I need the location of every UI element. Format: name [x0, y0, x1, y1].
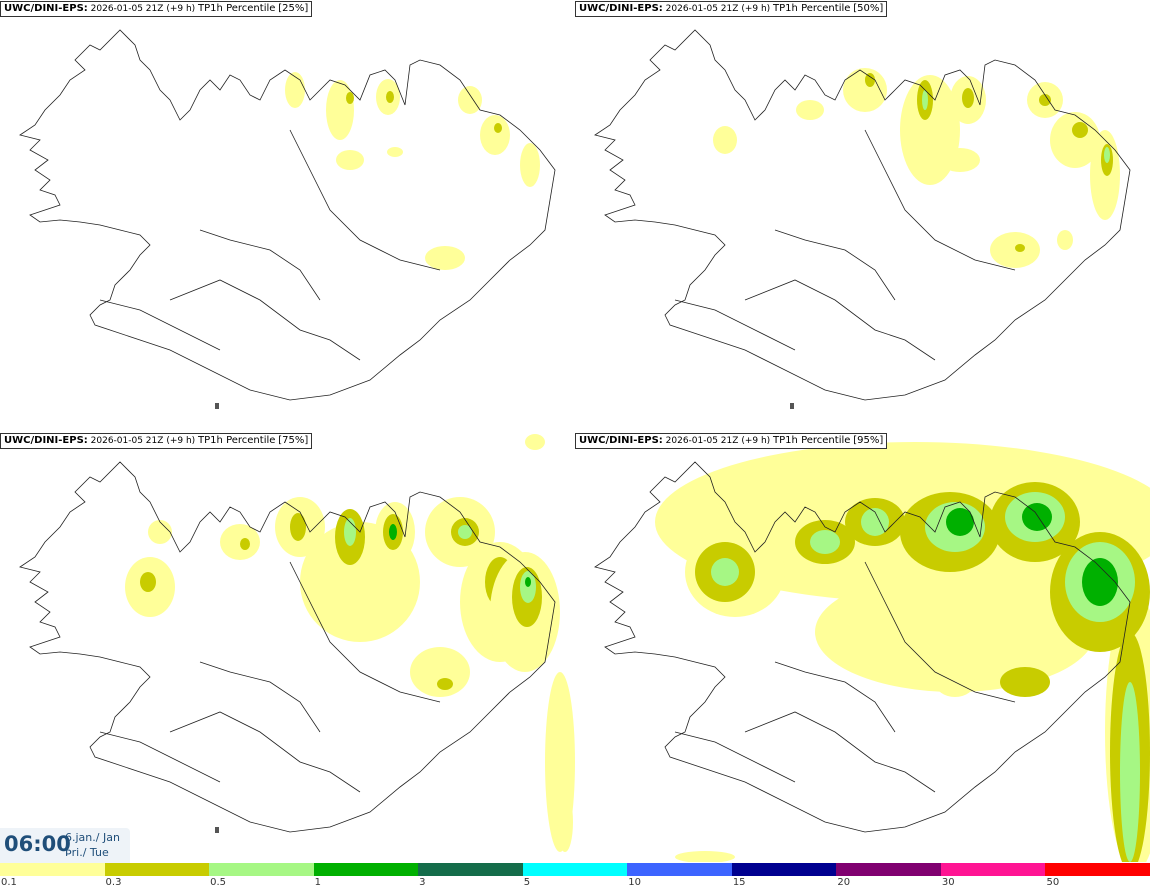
- colorbar-label: 10: [628, 877, 641, 888]
- colorbar-segment: [940, 863, 1046, 876]
- iceland-map: [594, 29, 1131, 409]
- island-westman: [790, 403, 794, 409]
- iceland-map: [19, 29, 556, 409]
- colorbar-segment: [313, 863, 419, 876]
- colorbar-segment: [731, 863, 837, 876]
- map-panel-75: UWC/DINI-EPS: 2026-01-05 21Z (+9 h) TP1h…: [0, 432, 575, 862]
- island-westman: [215, 403, 219, 409]
- colorbar-label: 30: [941, 877, 955, 888]
- panel-title: UWC/DINI-EPS: 2026-01-05 21Z (+9 h) TP1h…: [0, 1, 313, 17]
- island-westman: [215, 827, 219, 833]
- colorbar-label: 0.3: [105, 877, 122, 888]
- map-panel-25: UWC/DINI-EPS: 2026-01-05 21Z (+9 h) TP1h…: [0, 0, 575, 430]
- colorbar-label: 5: [523, 877, 531, 888]
- colorbar-label: 20: [837, 877, 851, 888]
- colorbar-label: 0.1: [1, 877, 17, 888]
- colorbar-label: 15: [732, 877, 746, 888]
- precip-overlay: [655, 442, 1150, 862]
- iceland-map: [19, 434, 575, 852]
- coastline: [594, 461, 1131, 833]
- coastline: [19, 461, 556, 833]
- precip-overlay: [125, 434, 575, 852]
- colorbar-label: 50: [1046, 877, 1060, 888]
- colorbar-label: 1: [314, 877, 321, 888]
- coastline: [594, 29, 1131, 401]
- colorbar-segment: [836, 863, 941, 876]
- colorbar-label: 0.5: [210, 877, 226, 888]
- map-panel-95: UWC/DINI-EPS: 2026-01-05 21Z (+9 h) TP1h…: [575, 432, 1150, 862]
- colorbar-segment: [1045, 863, 1150, 876]
- iceland-map: [594, 442, 1150, 862]
- map-panel-50: UWC/DINI-EPS: 2026-01-05 21Z (+9 h) TP1h…: [575, 0, 1150, 430]
- colorbar-segment: [104, 863, 210, 876]
- colorbar-segment: [209, 863, 314, 876]
- colorbar-segment: [418, 863, 523, 876]
- panel-title: UWC/DINI-EPS: 2026-01-05 21Z (+9 h) TP1h…: [575, 1, 888, 17]
- panel-title: UWC/DINI-EPS: 2026-01-05 21Z (+9 h) TP1h…: [575, 433, 888, 449]
- valid-time-box: 06:00 6.jan./ Jan Þri./ Tue: [0, 828, 130, 864]
- coastline: [19, 29, 556, 401]
- colorbar: [0, 863, 1150, 876]
- valid-date: 6.jan./ Jan: [65, 831, 120, 844]
- colorbar-segment: [627, 863, 732, 876]
- colorbar-labels: 0.1 0.3 0.5 1 3 5 10 15 20 30 50: [0, 877, 1150, 891]
- colorbar-segment: [0, 863, 105, 876]
- panel-title: UWC/DINI-EPS: 2026-01-05 21Z (+9 h) TP1h…: [0, 433, 313, 449]
- colorbar-segment: [522, 863, 628, 876]
- precip-overlay: [285, 72, 540, 270]
- valid-day: Þri./ Tue: [65, 846, 109, 859]
- precip-overlay: [713, 68, 1120, 268]
- colorbar-label: 3: [419, 877, 426, 888]
- valid-hour: 06:00: [4, 832, 71, 856]
